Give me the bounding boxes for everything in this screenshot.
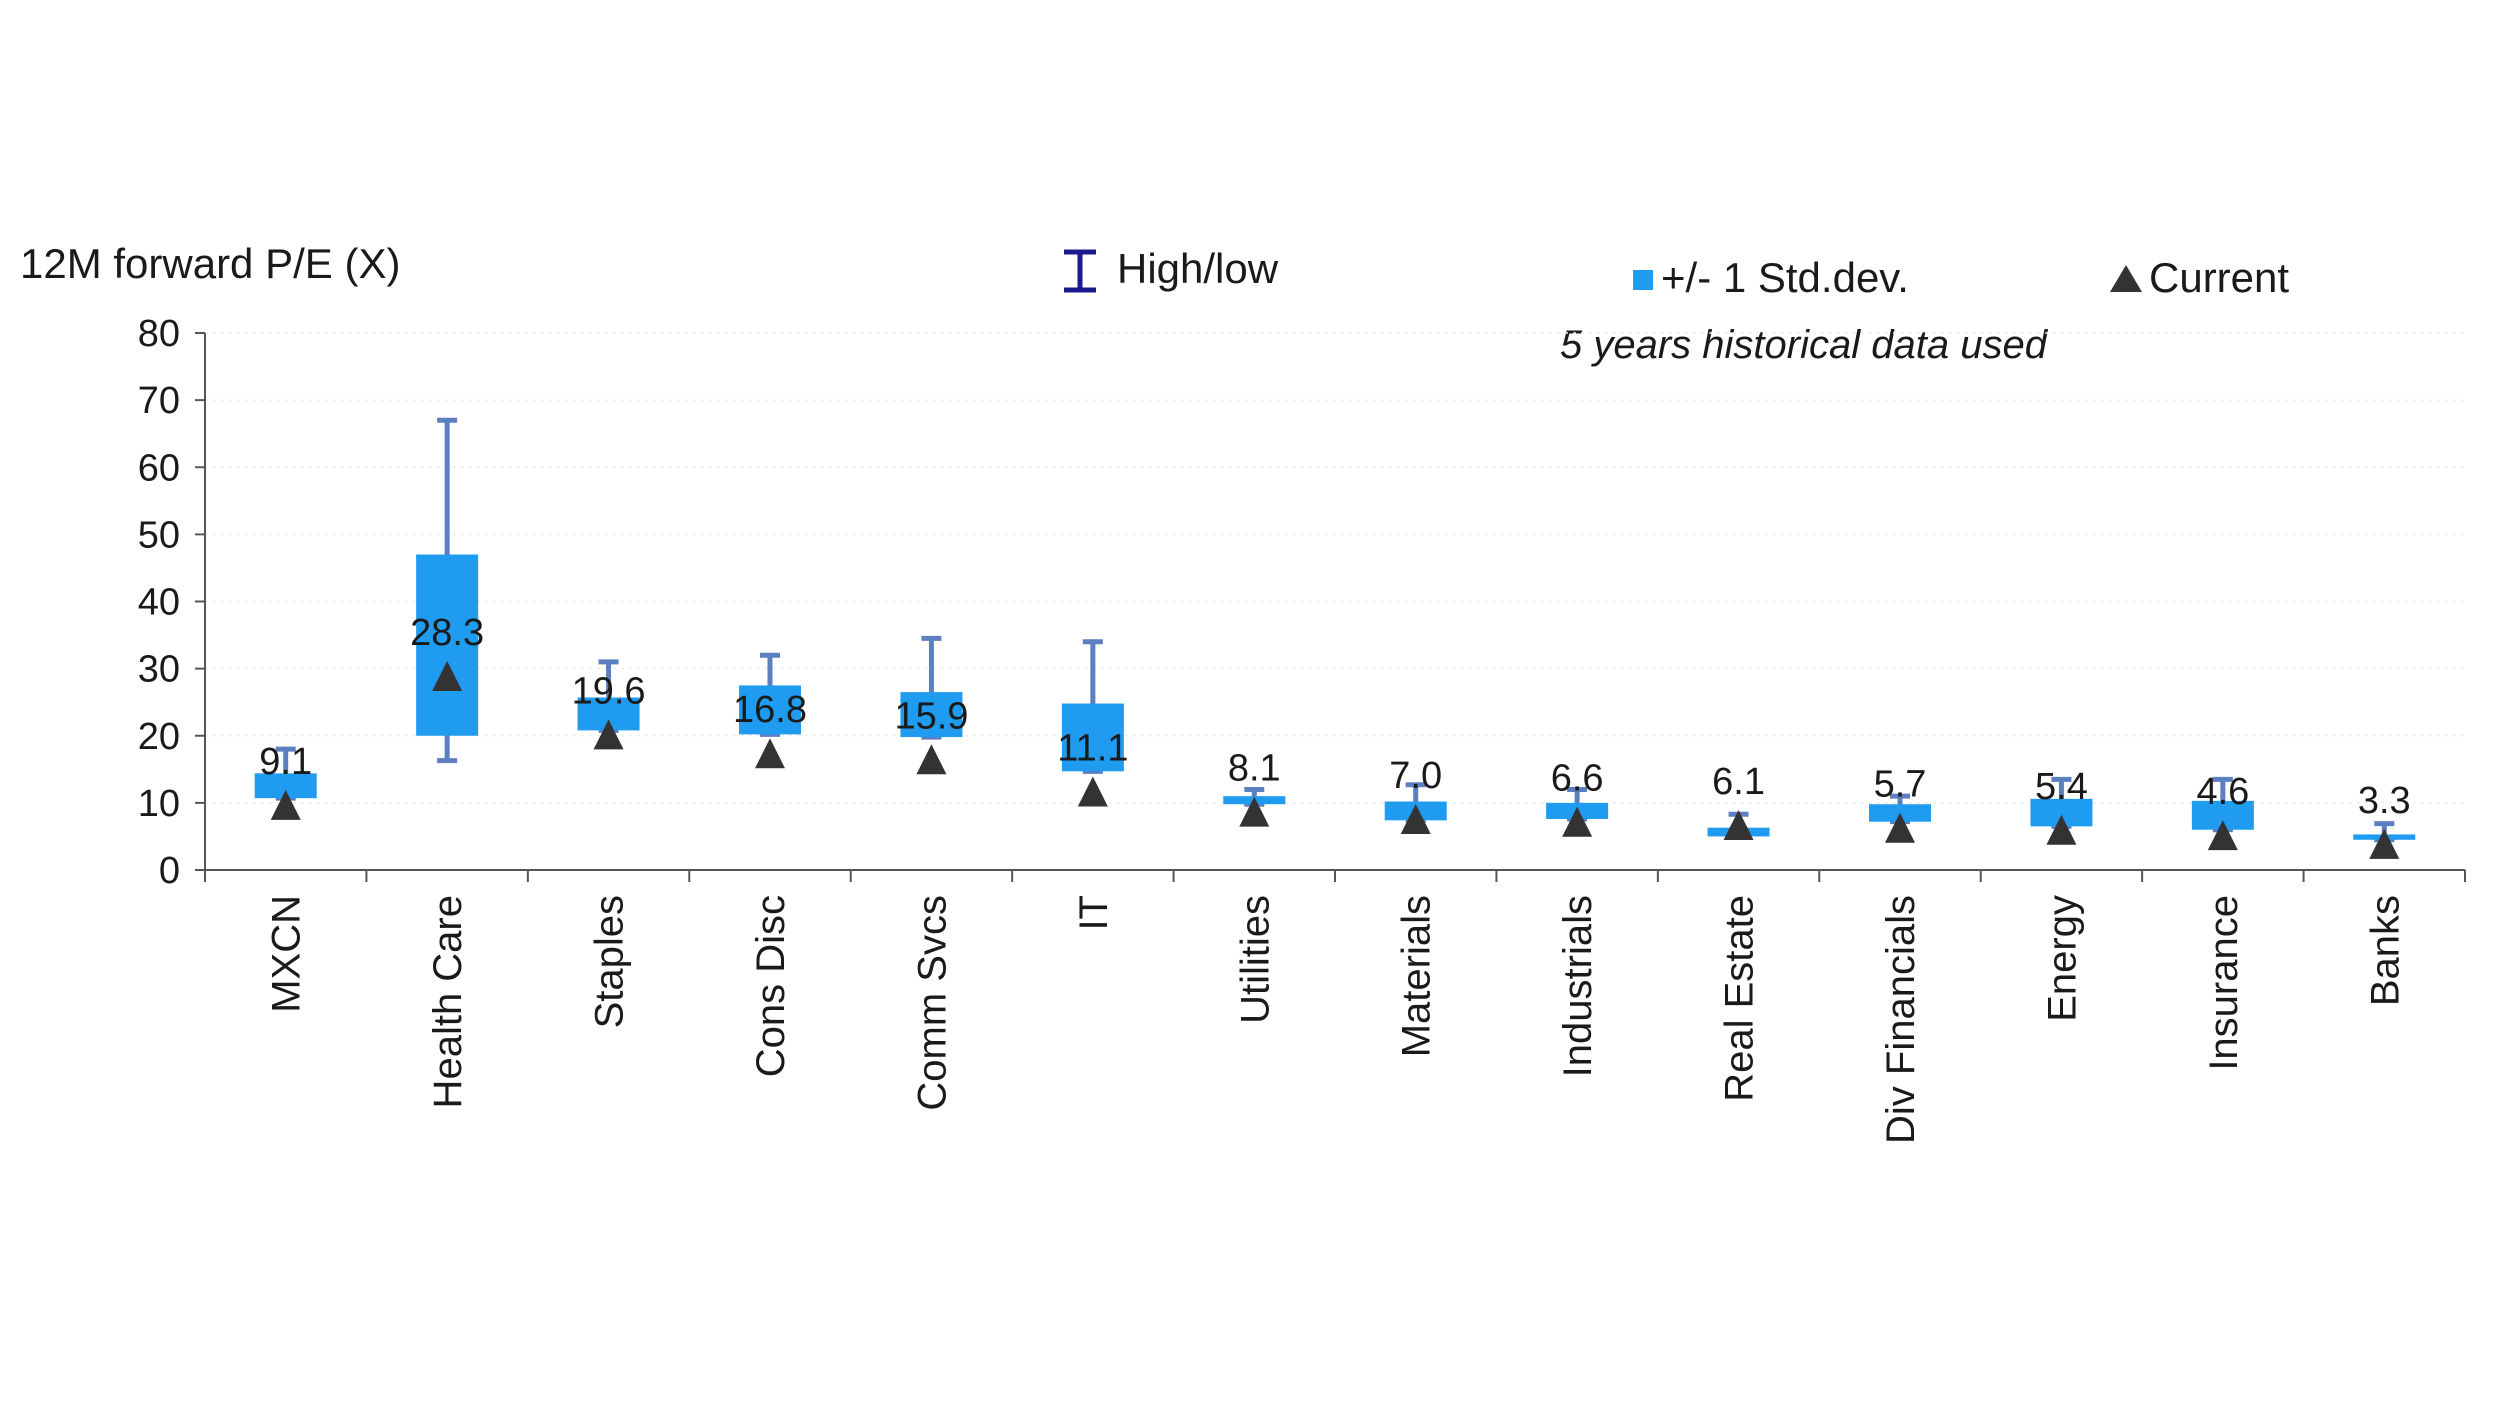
legend-current-label: Current: [2149, 254, 2289, 301]
y-tick-label: 80: [138, 313, 180, 355]
category-label: IT: [1072, 895, 1116, 931]
std-dev-box: [416, 554, 479, 736]
current-value-label: 7.0: [1389, 755, 1442, 797]
category-label: Energy: [2040, 895, 2084, 1022]
history-note: 5 years historical data used: [1560, 323, 2049, 367]
current-value-label: 11.1: [1057, 727, 1128, 769]
category-label: Div Financials: [1879, 895, 1923, 1144]
category-label: Real Estate: [1718, 895, 1762, 1102]
current-marker: [1239, 796, 1270, 827]
sector-series: 6.1: [1707, 761, 1770, 841]
std-dev-legend-swatch: [1633, 270, 1653, 290]
current-value-label: 15.9: [894, 695, 968, 737]
sector-series: 28.3: [410, 417, 484, 764]
current-marker: [755, 738, 785, 769]
sector-series: 16.8: [733, 652, 807, 769]
current-value-label: 9.1: [259, 741, 312, 783]
y-tick-label: 40: [138, 582, 180, 624]
current-marker: [1885, 812, 1915, 843]
y-tick-label: 70: [138, 380, 180, 422]
category-label: MXCN: [265, 895, 309, 1013]
category-label: Utilities: [1233, 895, 1277, 1024]
category-label: Industrials: [1556, 895, 1600, 1077]
sector-series: 7.0: [1384, 755, 1447, 835]
y-tick-label: 20: [138, 716, 180, 758]
legend-high-low-label: High/low: [1117, 245, 1279, 292]
std-dev-box: [1061, 703, 1124, 772]
legend: High/low +/- 1 Std.dev. Current: [1064, 245, 2289, 301]
category-label: Cons Disc: [749, 895, 793, 1077]
current-value-label: 19.6: [572, 670, 646, 712]
category-label: Insurance: [2202, 895, 2246, 1071]
category-label: Staples: [588, 895, 632, 1028]
current-value-label: 5.7: [1874, 764, 1927, 806]
sector-series: 8.1: [1223, 748, 1286, 827]
legend-std-dev: +/- 1 Std.dev.: [1633, 254, 1909, 301]
current-marker: [2046, 814, 2077, 845]
y-tick-label: 60: [138, 447, 180, 489]
y-axis-title: 12M forward P/E (X): [20, 240, 400, 287]
std-dev-box: [900, 692, 963, 738]
sector-series: 6.6: [1546, 758, 1609, 837]
y-tick-label: 0: [159, 850, 180, 892]
gridlines: [205, 332, 2465, 804]
current-value-label: 6.6: [1551, 758, 1604, 800]
category-label: Health Care: [426, 895, 470, 1108]
current-marker: [593, 719, 624, 750]
current-value-label: 5.4: [2035, 766, 2088, 808]
y-tick-label: 30: [138, 649, 180, 691]
current-marker: [1562, 806, 1593, 837]
current-marker: [1723, 810, 1754, 841]
current-marker: [432, 661, 463, 692]
current-value-label: 8.1: [1228, 748, 1281, 790]
current-value-label: 28.3: [410, 612, 484, 654]
current-marker: [270, 789, 301, 820]
current-marker: [1400, 804, 1431, 835]
current-marker: [1077, 776, 1108, 807]
y-tick-label: 50: [138, 514, 180, 556]
sector-series: 9.1: [254, 741, 317, 820]
current-value-label: 4.6: [2196, 771, 2249, 813]
current-legend-triangle-icon: [2110, 265, 2142, 292]
current-marker: [2207, 820, 2238, 851]
sector-series: 5.4: [2030, 766, 2093, 845]
sector-series: 3.3: [2353, 780, 2416, 859]
high-low-legend-icon: [1064, 249, 1096, 293]
category-label: Comm Svcs: [910, 895, 954, 1111]
sector-series: 19.6: [572, 659, 646, 750]
current-marker: [2369, 828, 2400, 859]
sector-series: 15.9: [894, 635, 968, 775]
plot-area: 9.1 28.3 19.6 16.8 15.9 11.1 8.1 7.0 6.6 6.1 5.7 5.…: [254, 417, 2416, 859]
x-axis: MXCN Health Care Staples Cons Disc Comm Svcs…: [204, 869, 2466, 1144]
std-dev-box: [739, 685, 801, 735]
sector-series: 5.7: [1869, 764, 1931, 843]
current-value-label: 6.1: [1712, 761, 1765, 803]
sector-series: 4.6: [2191, 771, 2254, 851]
sector-series: 11.1: [1057, 639, 1128, 807]
legend-high-low: High/low: [1064, 245, 1279, 293]
current-value-label: 16.8: [733, 689, 807, 731]
current-marker: [916, 744, 947, 775]
current-value-label: 3.3: [2358, 780, 2411, 822]
legend-std-dev-label: +/- 1 Std.dev.: [1661, 254, 1909, 301]
y-axis: 0 10 20 30 40 50 60 70 80: [138, 313, 206, 892]
category-label: Materials: [1395, 895, 1439, 1057]
category-label: Banks: [2363, 895, 2407, 1006]
legend-current: Current: [2110, 254, 2289, 301]
y-tick-label: 10: [138, 783, 180, 825]
